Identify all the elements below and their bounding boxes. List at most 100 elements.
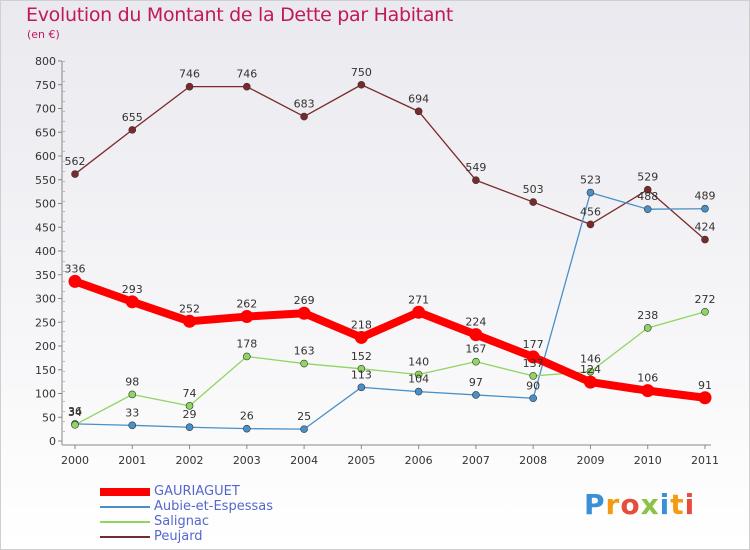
data-point — [469, 328, 483, 342]
data-point — [297, 306, 311, 320]
series-line-gauriaguet — [71, 277, 709, 402]
data-label: 177 — [523, 338, 544, 351]
logo-letter: o — [620, 488, 641, 521]
data-label: 36 — [68, 405, 82, 418]
data-label: 106 — [637, 372, 658, 385]
data-point — [300, 425, 308, 433]
y-tick-label: 300 — [35, 293, 56, 306]
data-point — [185, 82, 194, 91]
data-label: 26 — [240, 410, 254, 423]
data-point — [183, 314, 197, 328]
data-point — [641, 384, 655, 398]
data-label: 252 — [179, 302, 200, 315]
data-point — [698, 391, 712, 405]
y-tick-label: 350 — [35, 269, 56, 282]
data-label: 113 — [351, 368, 372, 381]
data-label: 167 — [465, 343, 486, 356]
y-tick-label: 550 — [35, 174, 56, 187]
y-tick-label: 400 — [35, 245, 56, 258]
y-tick-label: 150 — [35, 364, 56, 377]
data-point — [185, 423, 194, 432]
data-point — [185, 402, 194, 410]
data-label: 224 — [465, 316, 486, 329]
data-point — [128, 126, 137, 134]
data-point — [128, 390, 137, 399]
data-label: 746 — [236, 68, 257, 81]
data-point — [128, 421, 137, 430]
chart-unit: (en €) — [27, 28, 60, 41]
x-tick-label: 2004 — [290, 454, 318, 467]
data-point — [526, 350, 540, 364]
data-label: 523 — [580, 174, 601, 187]
x-tick-label: 2003 — [233, 454, 261, 467]
legend-swatch-salignac — [100, 521, 150, 523]
y-tick-label: 750 — [35, 79, 56, 92]
data-label: 152 — [351, 350, 372, 363]
y-tick-label: 800 — [35, 55, 56, 68]
data-point — [701, 204, 709, 213]
data-point — [586, 367, 595, 376]
data-label: 98 — [125, 375, 139, 388]
data-point — [643, 205, 652, 213]
data-label: 489 — [695, 190, 716, 203]
logo-letter: i — [659, 488, 671, 521]
data-point — [643, 324, 652, 332]
x-tick-label: 2001 — [118, 454, 146, 467]
x-tick-label: 2008 — [519, 454, 547, 467]
x-tick-label: 2009 — [576, 454, 604, 467]
data-label: 97 — [469, 376, 483, 389]
data-label: 456 — [580, 205, 601, 218]
y-tick-label: 50 — [42, 411, 56, 424]
data-point — [586, 188, 595, 197]
data-label: 146 — [580, 353, 601, 366]
y-tick-label: 0 — [49, 435, 56, 448]
data-point — [529, 198, 537, 206]
data-point — [701, 235, 709, 244]
logo-letter: i — [684, 488, 696, 521]
logo-letter: t — [670, 488, 685, 521]
data-label: 336 — [65, 262, 86, 275]
data-point — [414, 387, 423, 396]
data-label: 529 — [637, 171, 658, 184]
data-label: 271 — [408, 293, 429, 306]
legend-swatch-gauriaguet — [100, 488, 150, 496]
y-tick-label: 100 — [35, 388, 56, 401]
data-label: 218 — [351, 318, 372, 331]
y-tick-label: 700 — [35, 103, 56, 116]
data-label: 178 — [236, 337, 257, 350]
x-tick-label: 2006 — [405, 454, 433, 467]
data-label: 25 — [297, 410, 311, 423]
data-point — [243, 424, 251, 433]
x-tick-label: 2007 — [462, 454, 490, 467]
data-label: 746 — [179, 68, 200, 81]
data-label: 104 — [408, 373, 429, 386]
series-line-aubie-et-espessas — [74, 191, 706, 430]
legend-label-peujard: Peujard — [154, 529, 203, 544]
data-point — [583, 375, 597, 389]
data-label: 424 — [695, 221, 716, 234]
legend-swatch-aubie — [100, 506, 150, 508]
data-label: 29 — [183, 408, 197, 421]
data-point — [472, 176, 480, 185]
data-point — [414, 370, 423, 379]
data-label: 90 — [526, 379, 540, 392]
data-point — [357, 383, 366, 392]
data-label: 124 — [580, 363, 601, 376]
data-point — [414, 107, 423, 116]
data-label: 33 — [125, 406, 139, 419]
series-line-peujard — [74, 84, 706, 241]
data-point — [701, 307, 709, 316]
data-label: 269 — [294, 294, 315, 307]
data-point — [472, 357, 480, 366]
data-label: 694 — [408, 92, 429, 105]
data-point — [472, 391, 480, 399]
data-point — [300, 359, 308, 368]
data-label: 503 — [523, 183, 544, 196]
data-point — [243, 82, 251, 91]
data-label: 488 — [637, 190, 658, 203]
data-point — [354, 330, 368, 344]
data-label: 549 — [465, 161, 486, 174]
logo-letter: x — [640, 488, 660, 521]
data-point — [300, 112, 308, 121]
